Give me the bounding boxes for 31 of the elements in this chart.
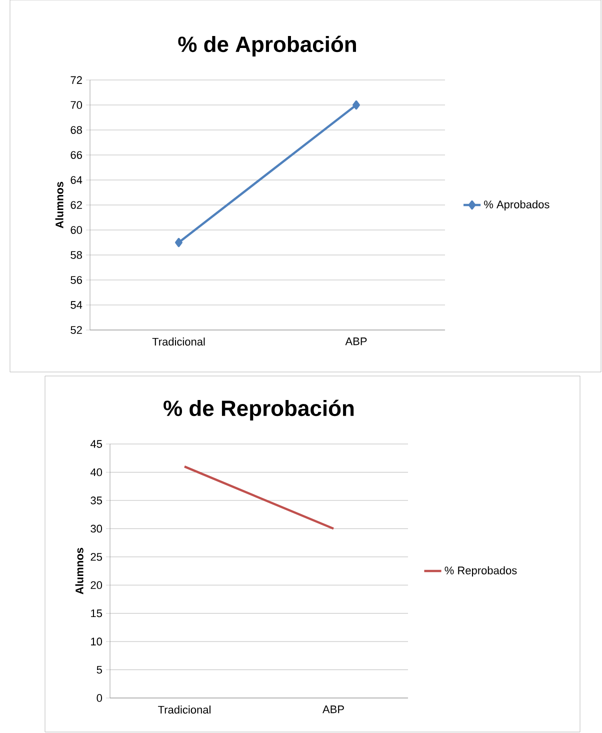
- y-tick-label: 35: [90, 496, 102, 504]
- y-tick-label: 64: [70, 176, 82, 184]
- legend-label: % Aprobados: [484, 200, 550, 210]
- x-tick-label: ABP: [322, 706, 344, 714]
- y-axis-title: Alumnos: [75, 548, 84, 594]
- y-tick-label: 56: [70, 276, 82, 284]
- y-tick-label: 40: [90, 468, 102, 476]
- chart-title: % de Aprobación: [178, 36, 356, 56]
- y-tick-label: 72: [70, 76, 82, 84]
- y-tick-label: 70: [70, 101, 82, 109]
- y-tick-label: 58: [70, 251, 82, 259]
- y-tick-label: 15: [91, 610, 102, 618]
- y-tick-label: 52: [70, 326, 82, 334]
- y-tick-label: 54: [70, 301, 82, 309]
- x-tick-label: Tradicional: [152, 338, 205, 346]
- y-tick-label: 45: [90, 440, 102, 448]
- y-tick-label: 60: [70, 226, 82, 234]
- x-tick-label: Tradicional: [158, 706, 210, 714]
- chart-title: % de Reprobación: [164, 400, 354, 420]
- y-tick-label: 66: [70, 151, 82, 159]
- y-tick-label: 30: [90, 524, 102, 533]
- y-tick-label: 62: [70, 201, 82, 209]
- y-tick-label: 20: [90, 581, 102, 590]
- y-tick-label: 10: [91, 638, 102, 646]
- y-tick-label: 5: [96, 666, 102, 674]
- y-tick-label: 68: [70, 126, 82, 134]
- y-axis-title: Alumnos: [55, 182, 64, 228]
- y-tick-label: 0: [96, 694, 102, 702]
- legend-label: % Reprobados: [444, 566, 517, 577]
- y-tick-label: 25: [90, 553, 102, 561]
- x-tick-label: ABP: [345, 338, 367, 346]
